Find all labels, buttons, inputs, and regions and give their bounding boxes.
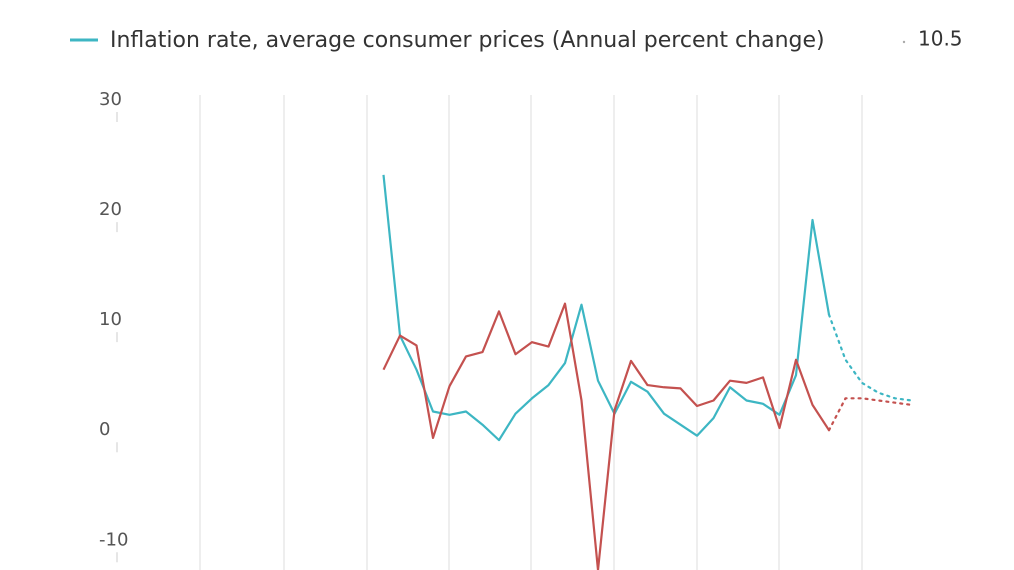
legend-dot <box>902 40 906 44</box>
y-tick-label: 0 <box>99 419 110 440</box>
series-line <box>382 302 830 570</box>
legend-value: 10.5 <box>918 27 963 51</box>
legend-label: Inflation rate, average consumer prices … <box>110 28 825 53</box>
series-line <box>382 174 831 442</box>
projection-line <box>827 397 913 432</box>
y-tick-label: -10 <box>99 529 128 550</box>
y-tick-label: 20 <box>99 199 122 220</box>
y-tick-label: 30 <box>99 89 122 110</box>
projection-line <box>827 313 913 402</box>
y-tick-label: 10 <box>99 309 122 330</box>
vertical-grid <box>199 95 863 570</box>
